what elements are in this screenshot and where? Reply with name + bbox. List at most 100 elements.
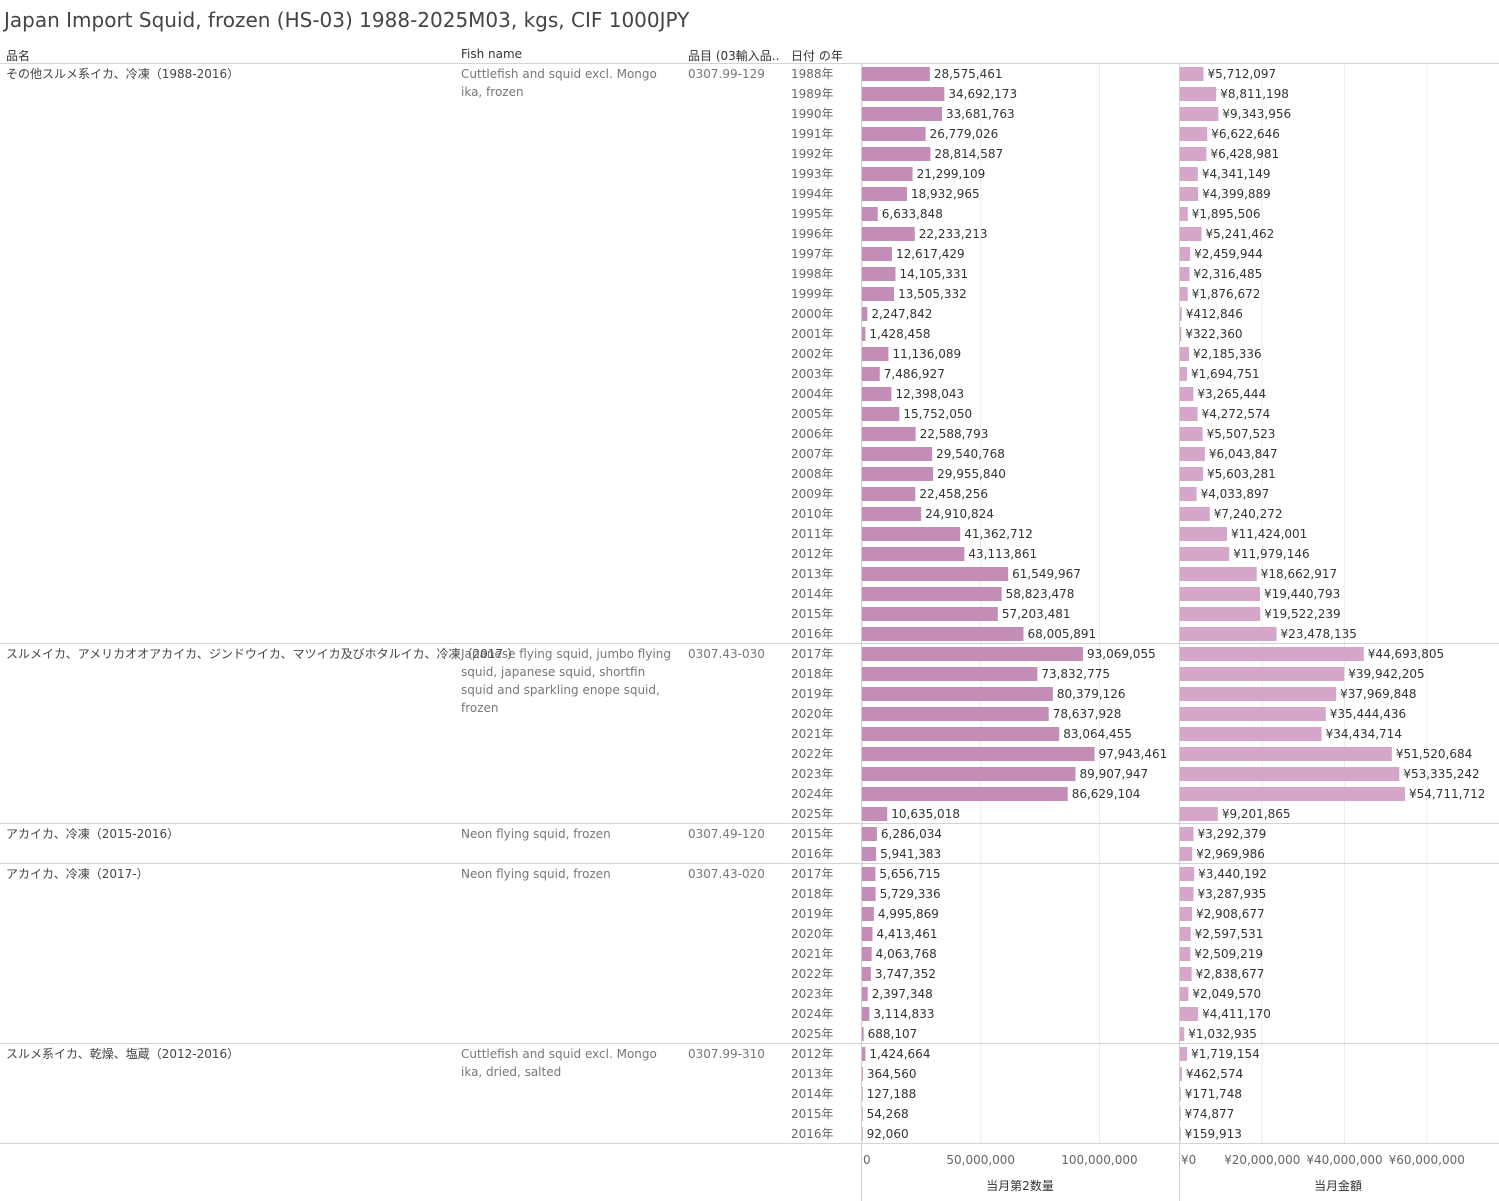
amount-bar[interactable] <box>1180 467 1204 481</box>
amount-bar[interactable] <box>1180 267 1190 281</box>
amount-bar[interactable] <box>1180 347 1189 361</box>
quantity-bar[interactable] <box>862 227 915 241</box>
quantity-bar[interactable] <box>862 547 965 561</box>
amount-bar[interactable] <box>1180 1087 1181 1101</box>
amount-bar[interactable] <box>1180 987 1189 1001</box>
amount-bar[interactable] <box>1180 367 1187 381</box>
amount-bar[interactable] <box>1180 807 1218 821</box>
quantity-bar[interactable] <box>862 907 874 921</box>
quantity-bar[interactable] <box>862 767 1076 781</box>
amount-bar[interactable] <box>1180 107 1219 121</box>
amount-bar[interactable] <box>1180 507 1210 521</box>
amount-bar[interactable] <box>1180 607 1261 621</box>
quantity-bar[interactable] <box>862 1127 863 1141</box>
quantity-bar[interactable] <box>862 567 1009 581</box>
amount-bar[interactable] <box>1180 327 1182 341</box>
quantity-bar[interactable] <box>862 107 942 121</box>
amount-bar[interactable] <box>1180 687 1337 701</box>
quantity-bar[interactable] <box>862 507 922 521</box>
quantity-bar[interactable] <box>862 807 888 821</box>
quantity-bar[interactable] <box>862 167 913 181</box>
amount-bar[interactable] <box>1180 887 1194 901</box>
quantity-bar[interactable] <box>862 627 1024 641</box>
quantity-bar[interactable] <box>862 287 895 301</box>
quantity-bar[interactable] <box>862 307 868 321</box>
amount-bar[interactable] <box>1180 747 1392 761</box>
quantity-bar[interactable] <box>862 1007 870 1021</box>
quantity-bar[interactable] <box>862 827 877 841</box>
amount-bar[interactable] <box>1180 87 1217 101</box>
quantity-bar[interactable] <box>862 867 876 881</box>
quantity-bar[interactable] <box>862 967 871 981</box>
amount-bar[interactable] <box>1180 527 1227 541</box>
amount-bar[interactable] <box>1180 647 1364 661</box>
amount-bar[interactable] <box>1180 167 1198 181</box>
amount-bar[interactable] <box>1180 447 1205 461</box>
amount-bar[interactable] <box>1180 847 1193 861</box>
amount-bar[interactable] <box>1180 387 1194 401</box>
amount-bar[interactable] <box>1180 587 1260 601</box>
amount-bar[interactable] <box>1180 147 1207 161</box>
amount-bar[interactable] <box>1180 1027 1185 1041</box>
quantity-bar[interactable] <box>862 787 1068 801</box>
quantity-bar[interactable] <box>862 67 930 81</box>
quantity-bar[interactable] <box>862 687 1053 701</box>
amount-bar[interactable] <box>1180 1047 1188 1061</box>
amount-bar[interactable] <box>1180 307 1182 321</box>
quantity-bar[interactable] <box>862 527 961 541</box>
amount-bar[interactable] <box>1180 947 1191 961</box>
amount-bar[interactable] <box>1180 227 1202 241</box>
quantity-bar[interactable] <box>862 587 1002 601</box>
amount-bar[interactable] <box>1180 187 1199 201</box>
amount-bar[interactable] <box>1180 547 1230 561</box>
amount-bar[interactable] <box>1180 727 1322 741</box>
quantity-bar[interactable] <box>862 487 916 501</box>
amount-bar[interactable] <box>1180 487 1197 501</box>
quantity-bar[interactable] <box>862 847 877 861</box>
quantity-bar[interactable] <box>862 127 926 141</box>
amount-bar[interactable] <box>1180 287 1188 301</box>
amount-bar[interactable] <box>1180 767 1400 781</box>
amount-bar[interactable] <box>1180 787 1405 801</box>
quantity-bar[interactable] <box>862 1047 866 1061</box>
quantity-bar[interactable] <box>862 367 880 381</box>
quantity-bar[interactable] <box>862 427 916 441</box>
quantity-bar[interactable] <box>862 927 873 941</box>
amount-bar[interactable] <box>1180 627 1277 641</box>
quantity-bar[interactable] <box>862 387 892 401</box>
quantity-bar[interactable] <box>862 987 868 1001</box>
header-item-name[interactable]: 品名 <box>6 49 31 63</box>
quantity-bar[interactable] <box>862 1087 863 1101</box>
quantity-bar[interactable] <box>862 727 1060 741</box>
quantity-bar[interactable] <box>862 407 900 421</box>
quantity-bar[interactable] <box>862 1067 863 1081</box>
amount-bar[interactable] <box>1180 667 1345 681</box>
amount-bar[interactable] <box>1180 1127 1181 1141</box>
amount-bar[interactable] <box>1180 827 1194 841</box>
quantity-bar[interactable] <box>862 467 934 481</box>
amount-bar[interactable] <box>1180 967 1192 981</box>
amount-bar[interactable] <box>1180 407 1198 421</box>
quantity-bar[interactable] <box>862 447 933 461</box>
amount-bar[interactable] <box>1180 867 1195 881</box>
amount-bar[interactable] <box>1180 67 1204 81</box>
quantity-bar[interactable] <box>862 187 907 201</box>
quantity-bar[interactable] <box>862 667 1038 681</box>
quantity-bar[interactable] <box>862 267 896 281</box>
quantity-bar[interactable] <box>862 347 889 361</box>
quantity-bar[interactable] <box>862 1027 864 1041</box>
amount-bar[interactable] <box>1180 707 1326 721</box>
amount-bar[interactable] <box>1180 907 1192 921</box>
quantity-bar[interactable] <box>862 887 876 901</box>
quantity-bar[interactable] <box>862 947 872 961</box>
quantity-bar[interactable] <box>862 647 1083 661</box>
quantity-bar[interactable] <box>862 147 931 161</box>
amount-bar[interactable] <box>1180 567 1257 581</box>
quantity-bar[interactable] <box>862 707 1049 721</box>
quantity-bar[interactable] <box>862 207 878 221</box>
amount-bar[interactable] <box>1180 927 1191 941</box>
amount-bar[interactable] <box>1180 1067 1182 1081</box>
amount-bar[interactable] <box>1180 427 1203 441</box>
header-fish-name[interactable]: Fish name <box>461 47 523 61</box>
quantity-bar[interactable] <box>862 607 998 621</box>
